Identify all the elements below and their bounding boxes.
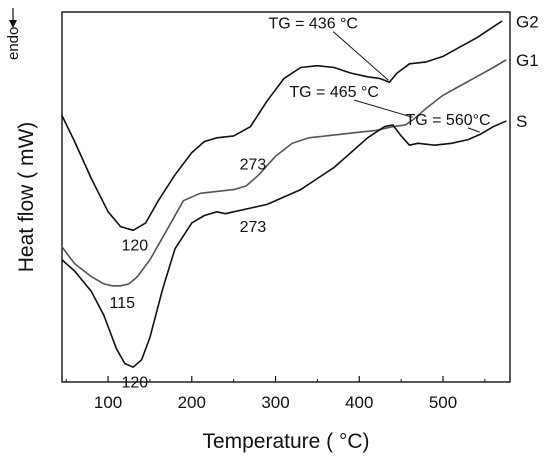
series-label-s: S xyxy=(516,112,527,131)
x-axis-title: Temperature ( °C) xyxy=(202,430,369,453)
tg-label: TG = 465 °C xyxy=(289,84,379,101)
annotations: 120 115 120 273 273 xyxy=(110,156,267,391)
series-labels: G2 G1 S xyxy=(516,12,539,131)
series-line-g2 xyxy=(61,20,503,232)
endo-arrow-head-icon xyxy=(9,20,17,28)
tg-pointer-line xyxy=(354,99,413,118)
series-label-g2: G2 xyxy=(516,12,539,31)
tg-label: TG = 560°C xyxy=(405,112,490,129)
x-tick-label: 500 xyxy=(429,393,457,412)
series-line-g1 xyxy=(61,59,507,287)
series-label-g1: G1 xyxy=(516,51,539,70)
series-line-s xyxy=(61,120,507,368)
tg-labels: TG = 436 °C TG = 465 °C TG = 560°C xyxy=(268,16,491,133)
peak-annotation: 120 xyxy=(122,238,149,255)
tg-pointer-line xyxy=(467,127,480,133)
x-tick-label: 200 xyxy=(178,393,206,412)
endo-label: endo xyxy=(5,27,22,60)
peak-annotation: 273 xyxy=(240,156,267,173)
x-tick-label: 100 xyxy=(94,393,122,412)
peak-annotation: 115 xyxy=(110,295,136,312)
curves xyxy=(61,20,507,368)
x-ticks: 100 200 300 400 500 xyxy=(65,376,486,412)
plot-frame xyxy=(61,11,511,383)
tg-label: TG = 436 °C xyxy=(268,16,358,33)
y-axis-title: Heat flow ( mW) xyxy=(15,122,38,273)
peak-annotation: 273 xyxy=(240,219,267,236)
x-tick-label: 300 xyxy=(261,393,289,412)
x-tick-label: 400 xyxy=(345,393,373,412)
tg-pointer-line xyxy=(332,31,389,81)
peak-annotation: 120 xyxy=(122,375,149,392)
